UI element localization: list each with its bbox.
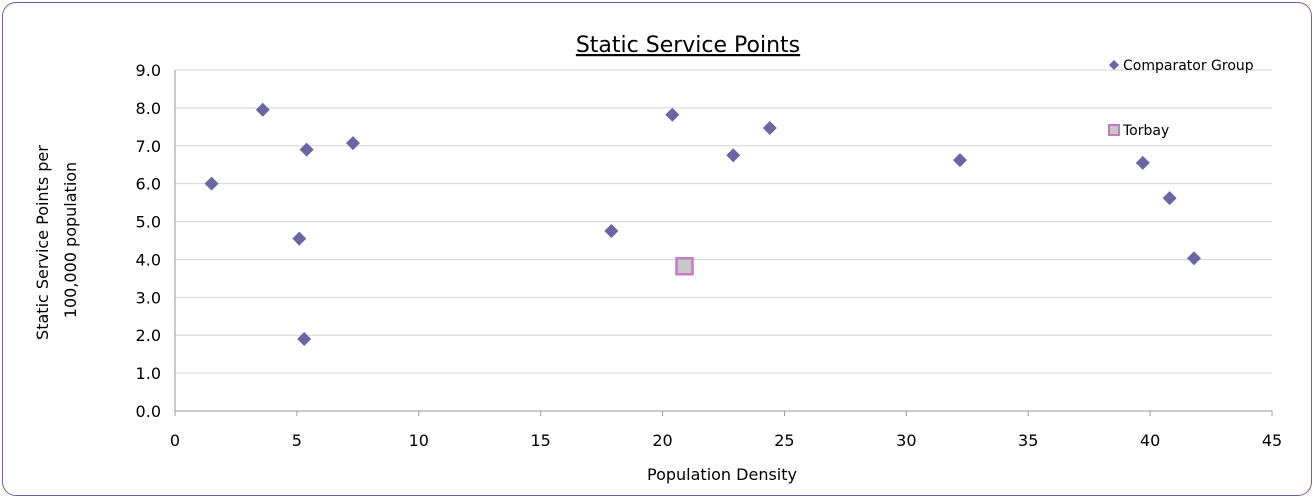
x-tick-label: 25 — [774, 431, 794, 450]
comparator-point — [665, 107, 680, 122]
x-axis-label: Population Density — [647, 465, 797, 484]
x-tick-label: 40 — [1140, 431, 1160, 450]
x-tick-label: 35 — [1018, 431, 1038, 450]
comparator-point — [292, 231, 307, 246]
y-tick-label: 2.0 — [136, 326, 161, 345]
comparator-point — [604, 224, 619, 239]
y-axis-label-line-1: Static Service Points per — [33, 145, 52, 340]
y-axis-label: Static Service Points per 100,000 popula… — [33, 140, 80, 340]
comparator-point — [255, 102, 270, 117]
y-tick-label: 0.0 — [136, 402, 161, 421]
y-axis-label-line-2: 100,000 population — [61, 162, 80, 318]
y-tick-label: 1.0 — [136, 364, 161, 383]
x-tick-label: 5 — [292, 431, 302, 450]
legend-marker-torbay — [1108, 124, 1120, 136]
comparator-point — [204, 176, 219, 191]
y-tick-label: 8.0 — [136, 99, 161, 118]
y-tick-labels: 0.0 1.0 2.0 3.0 4.0 5.0 6.0 7.0 8.0 9.0 — [136, 61, 161, 421]
y-tick-label: 6.0 — [136, 175, 161, 194]
y-tick-label: 9.0 — [136, 61, 161, 80]
y-tick-label: 7.0 — [136, 137, 161, 156]
comparator-point — [1135, 155, 1150, 170]
comparator-point — [952, 153, 967, 168]
chart-title: Static Service Points — [576, 33, 800, 58]
legend-label: Comparator Group — [1123, 58, 1254, 74]
torbay-point — [675, 257, 694, 276]
x-tick-label: 30 — [896, 431, 916, 450]
x-tick-label: 45 — [1262, 431, 1282, 450]
x-tick-label: 15 — [530, 431, 550, 450]
y-tick-label: 4.0 — [136, 250, 161, 269]
legend-label: Torbay — [1122, 123, 1169, 139]
comparator-point — [726, 148, 741, 163]
x-tick-label: 10 — [409, 431, 429, 450]
comparator-point — [1162, 191, 1177, 206]
comparator-point — [1186, 251, 1201, 266]
axes — [174, 70, 1273, 416]
legend-marker-comparator — [1109, 60, 1119, 70]
y-tick-label: 3.0 — [136, 288, 161, 307]
y-tick-label: 5.0 — [136, 213, 161, 232]
x-tick-label: 20 — [652, 431, 672, 450]
comparator-point — [297, 332, 312, 347]
comparator-point — [762, 120, 777, 135]
comparator-point — [299, 142, 314, 157]
legend: Comparator Group Torbay — [1108, 58, 1254, 139]
x-tick-labels: 0 5 10 15 20 25 30 35 40 45 — [170, 431, 1282, 450]
gridlines — [175, 69, 1272, 374]
data-points — [204, 102, 1201, 347]
comparator-point — [345, 136, 360, 151]
x-tick-label: 0 — [170, 431, 180, 450]
